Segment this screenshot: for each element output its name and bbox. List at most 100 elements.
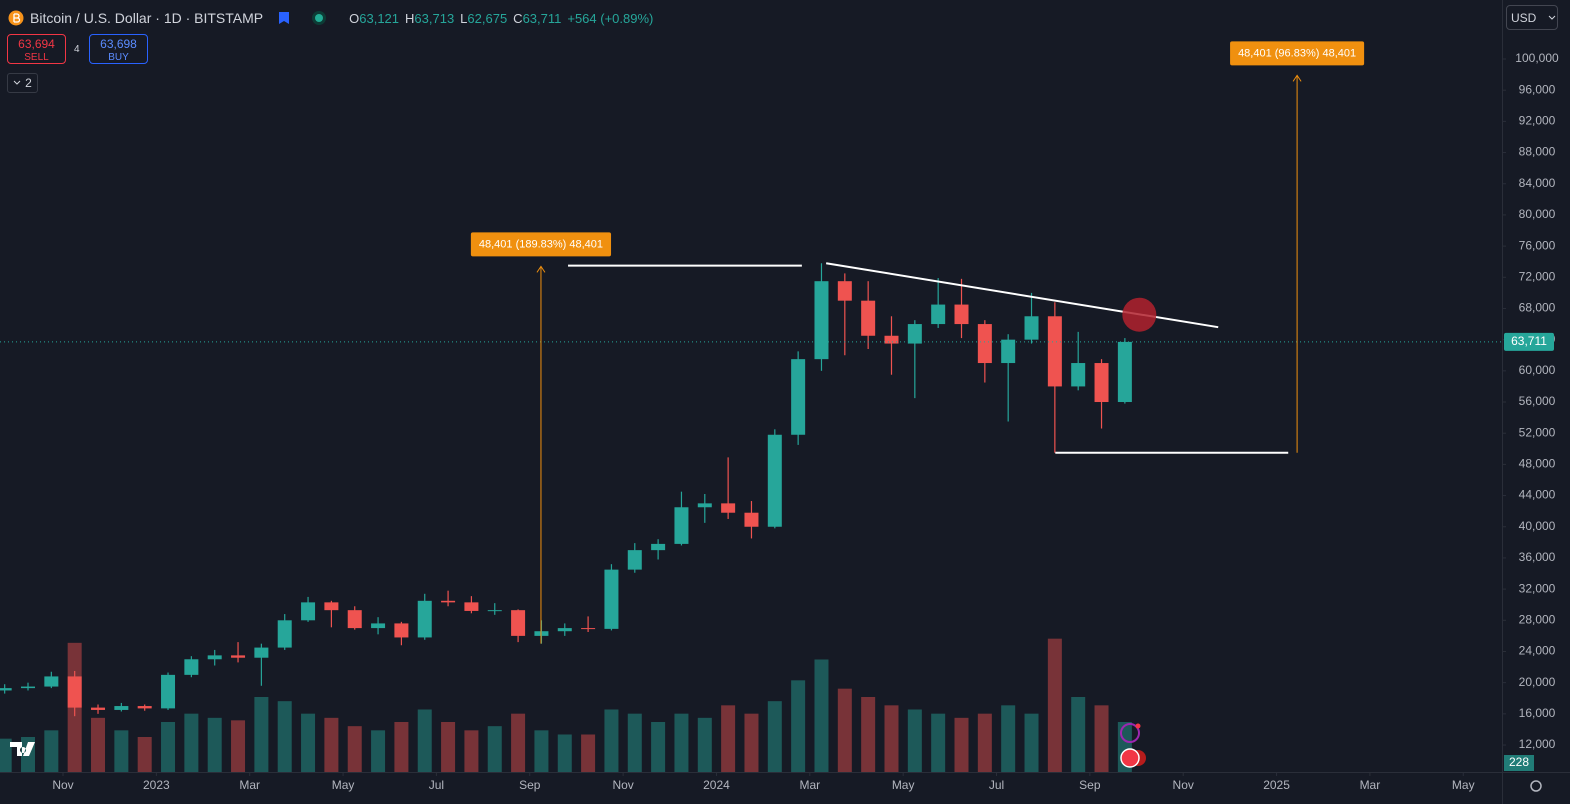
volume-bar [91,717,106,772]
chevron [13,80,21,85]
volume-bar [534,730,549,772]
ohlc-item: C63,711 [513,11,561,26]
candle-body [417,600,432,638]
settings-icon[interactable] [1530,780,1542,792]
candle-body [604,569,619,629]
candle-body [487,610,502,612]
volume-bar [954,717,969,772]
y-tick-label: 16,000 [1519,706,1556,720]
last-volume-box [1504,755,1534,771]
y-tick-label: 100,000 [1515,51,1559,65]
candle-body [324,602,339,611]
measure-label-text: 48,401 (189.83%) 48,401 [479,238,603,250]
volume-bar [674,713,689,772]
candle-body [907,324,922,344]
candle-body [394,623,409,638]
candle-body [114,706,129,710]
volume-bar [301,713,316,772]
volume-bar [931,713,946,772]
market-status[interactable] [311,10,327,26]
last-volume-label: 228 [1509,755,1529,769]
candle-body [721,503,736,513]
candle-body [1001,339,1016,364]
candle-body [44,676,59,687]
candle-body [884,335,899,344]
volume-bar [861,697,876,772]
volume-bar [394,722,409,772]
symbol-title[interactable]: Bitcoin / U.S. Dollar · 1D · BITSTAMP [30,10,264,26]
indicators-toggle[interactable]: 2 [7,73,38,93]
volume-bar [347,726,362,772]
last-price-box [1504,332,1554,351]
price-axis [1502,0,1570,804]
measure-label-box [470,232,612,257]
x-tick-label: Nov [1173,778,1194,792]
ohlc-value: 63,711 [522,10,562,26]
y-tick-label: 52,000 [1519,425,1556,439]
volume-bar [837,688,852,772]
volume-bar [1094,705,1109,772]
candle-body [511,610,526,636]
logo-shape [10,742,35,756]
y-tick-label: 12,000 [1519,737,1556,751]
price-change: +564 (+0.89%) [567,10,654,26]
volume-bar [137,737,152,772]
volume-bar [627,713,642,772]
y-tick-label: 44,000 [1519,488,1556,502]
symbol-header: Bitcoin / U.S. Dollar · 1D · BITSTAMP O6… [8,8,653,28]
volume-bar [604,709,619,772]
candle-body [0,688,12,691]
y-tick-label: 20,000 [1519,675,1556,689]
y-tick-label: 92,000 [1519,114,1556,128]
x-tick-label: Sep [519,778,541,792]
volume-bar [371,730,386,772]
sell-button[interactable]: 63,694 SELL [7,34,66,64]
flag-icon[interactable] [277,11,291,25]
buy-button[interactable]: 63,698 BUY [89,34,148,64]
ohlc-key: L [460,10,468,26]
ohlc-item: O63,121 [349,11,399,26]
candle-body [651,543,666,551]
candle-body [464,602,479,611]
volume-bar [511,713,526,772]
volume-bar [1001,705,1016,772]
volume-bar [1047,638,1062,772]
candle-body [744,512,759,527]
volume-bar [767,701,782,772]
candle-body [91,707,106,710]
ohlc-key: C [513,10,523,26]
currency: USD [1511,10,1537,25]
candle-body [931,304,946,325]
candle-body [161,674,176,709]
x-tick-label: Mar [239,778,260,792]
event-dot [1135,723,1141,729]
buy-price: 63,698 [100,37,137,51]
x-tick-label: Nov [612,778,633,792]
candle-body [977,324,992,364]
volume-bar [207,717,222,772]
volume-bar [487,726,502,772]
volume-bar [814,659,829,772]
volume-bar [1071,697,1086,772]
measure-label: 48,401 (96.83%) 48,401 [1230,41,1365,66]
currency-select[interactable]: USD [1506,5,1558,30]
volume-bar [161,722,176,772]
volume-bar [721,705,736,772]
x-tick-label: May [892,778,915,792]
x-tick-label: Jul [429,778,444,792]
candle-body [137,706,152,709]
candle-body [1094,363,1109,403]
volume-bar [977,713,992,772]
alert-marker [1122,297,1157,332]
x-tick-label: Mar [799,778,820,792]
candle-body [581,628,596,630]
sell-label: SELL [24,52,49,63]
candle-body [837,281,852,301]
buy-label: BUY [108,52,129,63]
candle-body [814,281,829,360]
y-tick-label: 40,000 [1519,519,1556,533]
ohlc-value: 63,713 [414,10,455,26]
volume-bar [884,705,899,772]
candle-body [1117,341,1132,403]
